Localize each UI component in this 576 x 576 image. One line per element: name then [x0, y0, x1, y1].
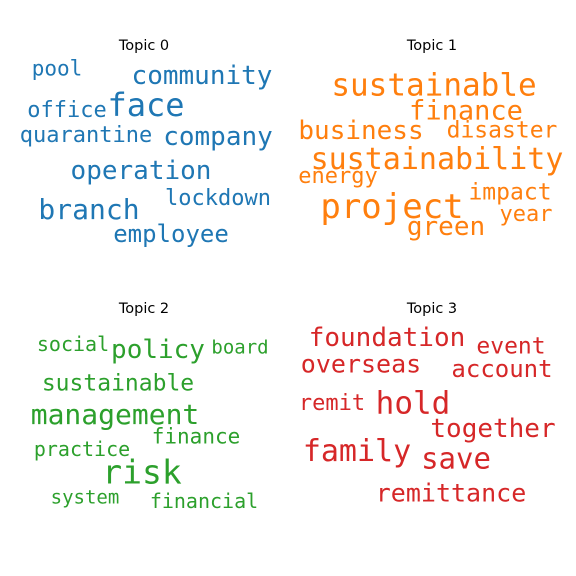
word-green: green	[406, 212, 486, 242]
word-year: year	[499, 202, 553, 227]
word-financial: financial	[149, 489, 259, 513]
panel-title: Topic 0	[118, 38, 170, 54]
word-together: together	[430, 414, 556, 444]
word-system: system	[50, 486, 120, 509]
word-office: office	[27, 98, 107, 123]
word-operation: operation	[70, 156, 212, 186]
word-quarantine: quarantine	[19, 123, 153, 148]
word-business: business	[298, 116, 424, 146]
topic-panel: Topic 1 sustainable finance business disast…	[288, 0, 576, 288]
panel-title: Topic 2	[118, 301, 170, 317]
word-sustainability: sustainability	[310, 142, 564, 177]
panel-title: Topic 3	[406, 301, 458, 317]
word-sustainable: sustainable	[41, 370, 195, 397]
word-pool: pool	[31, 56, 83, 81]
word-project: project	[320, 187, 464, 227]
word-finance: finance	[409, 95, 523, 127]
topic-panel: Topic 3 foundation event overseas account re…	[288, 263, 576, 551]
word-management: management	[30, 398, 200, 431]
panel-title: Topic 1	[406, 38, 458, 54]
word-save: save	[421, 441, 491, 476]
word-risk: risk	[102, 452, 182, 492]
word-account: account	[451, 355, 553, 383]
word-energy: energy	[298, 164, 378, 189]
word-disaster: disaster	[446, 117, 558, 144]
word-social: social	[36, 332, 110, 356]
word-hold: hold	[375, 385, 451, 422]
word-community: community	[131, 61, 273, 91]
topic-panel: Topic 2 social policy board sustainable mana…	[0, 263, 288, 551]
word-sustainable: sustainable	[331, 67, 537, 104]
topic-panel: Topic 0 face community company operation bra…	[0, 0, 288, 288]
word-foundation: foundation	[308, 323, 466, 353]
word-face: face	[107, 86, 185, 124]
word-branch: branch	[38, 193, 140, 226]
word-lockdown: lockdown	[165, 186, 271, 211]
word-practice: practice	[33, 437, 131, 461]
word-policy: policy	[111, 335, 205, 365]
word-impact: impact	[468, 179, 552, 206]
word-remittance: remittance	[375, 478, 527, 508]
word-remit: remit	[298, 391, 366, 416]
word-overseas: overseas	[300, 349, 422, 379]
word-employee: employee	[113, 220, 229, 248]
word-finance: finance	[151, 424, 241, 449]
word-event: event	[476, 333, 546, 360]
word-family: family	[302, 434, 412, 469]
word-company: company	[163, 122, 273, 152]
word-board: board	[211, 336, 269, 359]
